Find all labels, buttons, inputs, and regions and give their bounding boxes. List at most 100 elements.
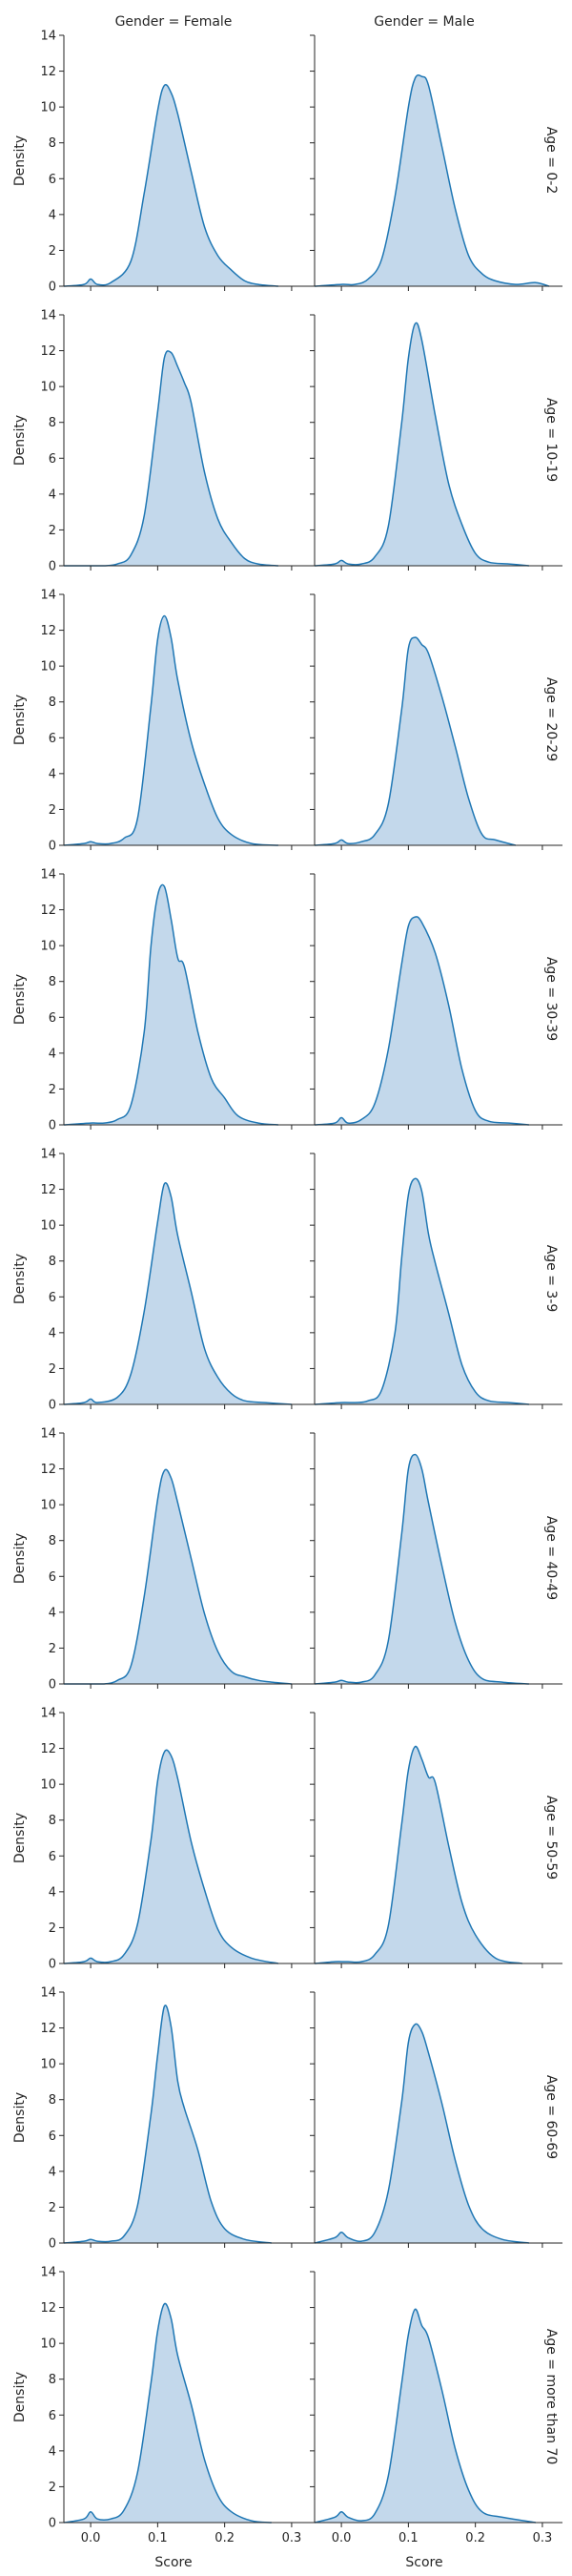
column-title-female: Gender = Female [115,14,233,30]
y-axis-label: Density [12,974,28,1025]
y-tick-label: 8 [49,1814,56,1828]
panel-0-1 [310,34,562,291]
y-tick-label: 4 [49,1885,56,1900]
y-tick-label: 10 [40,2058,56,2072]
density-area [64,1182,292,1404]
density-line [314,322,529,567]
y-tick-label: 10 [40,940,56,954]
y-tick-label: 4 [49,2165,56,2179]
y-axis-label: Density [12,2092,28,2143]
y-tick-label: 10 [40,381,56,395]
y-tick-label: 6 [49,2409,56,2423]
density-area [64,1469,292,1684]
density-line [63,1182,292,1405]
y-tick-label: 0 [49,280,56,295]
density-area [315,74,549,286]
panel-6-1 [310,1712,562,1968]
y-tick-label: 10 [40,2337,56,2352]
density-line [314,916,529,1126]
y-tick-label: 14 [40,309,56,323]
density-line [63,883,278,1126]
density-line [314,1745,522,1964]
x-tick-label: 0.1 [148,2531,168,2545]
y-tick-label: 12 [40,344,56,359]
panels: 0 2 4 6 8 10 12 14 Density 0 2 4 6 8 10 12 14 Density 0 2 4 6… [12,30,562,2545]
panel-0-0: 0 2 4 6 8 10 12 14 Density [12,30,312,295]
y-tick-label: 6 [49,1011,56,1026]
density-area [315,322,529,566]
y-tick-label: 14 [40,1148,56,1162]
x-tick-label: 0.3 [282,2531,302,2545]
density-line [64,1468,292,1685]
density-area [64,884,278,1125]
row-titles: Age = 0-2 Age = 10-19 Age = 20-29 Age = … [543,127,559,2465]
x-tick-label: 0.3 [533,2531,553,2545]
row-title-age-50-59: Age = 50-59 [543,1796,559,1880]
y-tick-label: 12 [40,904,56,918]
density-line [63,1749,279,1964]
density-area [64,1750,278,1963]
y-tick-label: 12 [40,2022,56,2036]
density-area [315,1454,529,1684]
panel-4-0: 0 2 4 6 8 10 12 14 Density [12,1148,312,1413]
panel-6-0: 0 2 4 6 8 10 12 14 Density [12,1707,312,1972]
y-axis-label: Density [12,1813,28,1863]
y-tick-label: 12 [40,1463,56,1477]
y-axis-label: Density [12,135,28,186]
y-tick-label: 8 [49,1534,56,1548]
y-tick-label: 2 [49,524,56,538]
y-tick-label: 10 [40,1219,56,1234]
panel-8-1: 0.0 0.1 0.2 0.3 [310,2271,562,2545]
density-area [64,2303,272,2523]
panel-3-0: 0 2 4 6 8 10 12 14 Density [12,868,312,1133]
density-line [63,84,278,287]
y-tick-label: 4 [49,2444,56,2459]
y-tick-label: 2 [49,1362,56,1377]
row-title-age-3-9: Age = 3-9 [543,1245,559,1313]
density-area [64,615,278,845]
y-tick-label: 10 [40,1778,56,1793]
y-tick-label: 14 [40,30,56,44]
x-tick-label: 0.2 [465,2531,485,2545]
y-tick-label: 8 [49,2373,56,2387]
row-title-age-10-19: Age = 10-19 [543,398,559,482]
y-tick-label: 4 [49,767,56,781]
row-title-age-30-39: Age = 30-39 [543,957,559,1041]
y-tick-label: 14 [40,1707,56,1721]
density-area [315,2309,536,2523]
y-tick-label: 6 [49,1570,56,1585]
row-title-age-more-than-70: Age = more than 70 [543,2329,559,2465]
density-area [315,637,516,845]
y-tick-label: 12 [40,1742,56,1756]
panel-5-1 [310,1432,562,1689]
y-tick-label: 0 [49,840,56,854]
y-tick-label: 4 [49,1047,56,1061]
density-line [314,73,550,287]
y-tick-label: 0 [49,1399,56,1413]
y-tick-label: 0 [49,2517,56,2531]
row-title-age-20-29: Age = 20-29 [543,677,559,761]
panel-2-1 [310,593,562,850]
y-tick-label: 6 [49,732,56,746]
y-tick-label: 4 [49,208,56,222]
panel-2-0: 0 2 4 6 8 10 12 14 Density [12,589,312,854]
density-area [64,84,278,286]
y-axis-label: Density [12,415,28,466]
panel-5-0: 0 2 4 6 8 10 12 14 Density [12,1427,312,1693]
y-tick-label: 4 [49,1606,56,1620]
y-tick-label: 14 [40,589,56,603]
y-axis-label: Density [12,1254,28,1304]
axis-titles: Score Score [154,2555,442,2570]
y-tick-label: 0 [49,1119,56,1133]
x-tick-label: 0.0 [81,2531,101,2545]
y-tick-label: 0 [49,2237,56,2252]
y-tick-label: 14 [40,1427,56,1442]
y-tick-label: 8 [49,416,56,430]
density-area [315,1746,522,1963]
y-tick-label: 6 [49,1850,56,1864]
y-tick-label: 8 [49,1255,56,1269]
y-tick-label: 8 [49,136,56,151]
x-tick-label: 0.2 [214,2531,235,2545]
y-tick-label: 2 [49,1083,56,1097]
y-tick-label: 12 [40,65,56,79]
